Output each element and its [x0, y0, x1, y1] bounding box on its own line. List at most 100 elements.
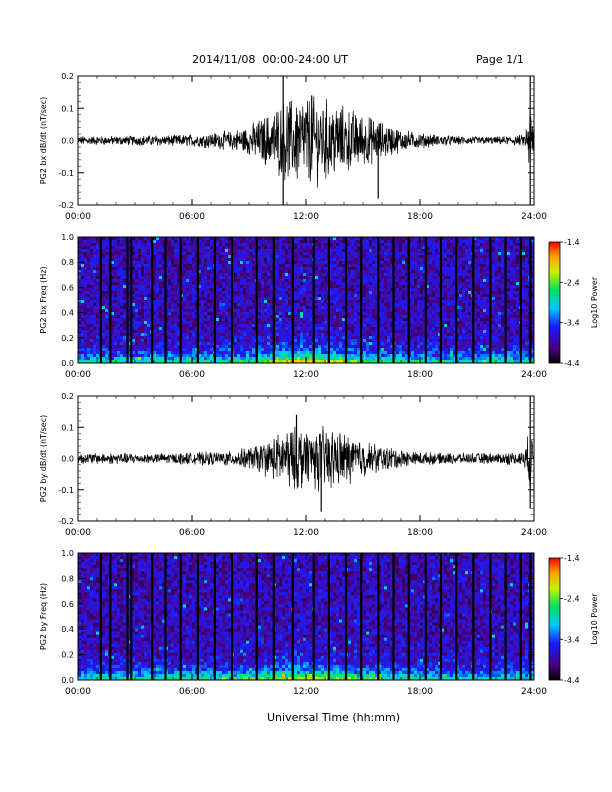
heat-cell — [237, 252, 241, 256]
heat-cell — [357, 309, 361, 313]
heat-cell — [225, 267, 229, 271]
heat-cell — [384, 360, 388, 364]
heat-cell — [237, 270, 241, 274]
heat-cell — [156, 312, 160, 316]
heat-cell — [132, 312, 136, 316]
heat-cell — [264, 282, 268, 286]
heat-cell — [162, 288, 166, 292]
heat-cell — [285, 285, 289, 289]
heat-cell — [261, 246, 265, 250]
heat-cell — [411, 243, 415, 247]
heat-cell — [375, 360, 379, 364]
heat-cell — [216, 336, 220, 340]
heat-cell — [324, 339, 328, 343]
heat-cell — [243, 273, 247, 277]
heat-cell — [366, 246, 370, 250]
heat-cell — [138, 348, 142, 352]
heat-cell — [216, 348, 220, 352]
heat-cell — [276, 252, 280, 256]
heat-cell — [309, 297, 313, 301]
heat-cell — [123, 291, 127, 295]
heat-cell — [165, 246, 169, 250]
heat-cell — [138, 351, 142, 355]
heat-cell — [396, 357, 400, 361]
heat-cell — [252, 303, 256, 307]
heat-cell — [135, 237, 139, 241]
heat-cell — [138, 318, 142, 322]
heat-cell — [372, 270, 376, 274]
heat-cell — [378, 324, 382, 328]
heat-cell — [261, 342, 265, 346]
heat-cell — [246, 321, 250, 325]
heat-cell — [417, 249, 421, 253]
heat-cell — [84, 357, 88, 361]
heat-cell — [111, 321, 115, 325]
heat-cell — [324, 261, 328, 265]
heat-cell — [318, 282, 322, 286]
heat-cell — [375, 264, 379, 268]
heat-cell — [297, 246, 301, 250]
heat-cell — [387, 279, 391, 283]
heat-cell — [405, 282, 409, 286]
heat-cell — [249, 357, 253, 361]
heat-cell — [237, 327, 241, 331]
heat-cell — [171, 321, 175, 325]
heat-cell — [330, 339, 334, 343]
heat-cell — [246, 300, 250, 304]
heat-cell — [78, 282, 82, 286]
heat-cell — [138, 258, 142, 262]
heat-cell — [348, 273, 352, 277]
heat-cell — [141, 282, 145, 286]
heat-cell — [261, 354, 265, 358]
heat-cell — [156, 342, 160, 346]
heat-cell — [189, 273, 193, 277]
heat-cell — [294, 345, 298, 349]
heat-cell — [90, 324, 94, 328]
heat-cell — [294, 282, 298, 286]
heat-cell — [183, 306, 187, 310]
heat-cell — [354, 333, 358, 337]
heat-cell — [237, 243, 241, 247]
heat-cell — [315, 261, 319, 265]
heat-cell — [339, 264, 343, 268]
heat-cell — [300, 339, 304, 343]
heat-cell — [351, 318, 355, 322]
heat-cell — [357, 273, 361, 277]
heat-cell — [222, 354, 226, 358]
heat-cell — [336, 282, 340, 286]
heat-cell — [174, 264, 178, 268]
heat-cell — [93, 288, 97, 292]
heat-cell — [375, 348, 379, 352]
heat-cell — [393, 282, 397, 286]
heat-cell — [234, 294, 238, 298]
heat-cell — [240, 354, 244, 358]
heat-cell — [219, 318, 223, 322]
heat-cell — [411, 354, 415, 358]
heat-cell — [300, 312, 304, 316]
heat-cell — [207, 333, 211, 337]
heat-cell — [111, 261, 115, 265]
heat-cell — [375, 255, 379, 259]
heat-cell — [420, 345, 424, 349]
heat-cell — [267, 246, 271, 250]
heat-cell — [258, 309, 262, 313]
heat-cell — [105, 300, 109, 304]
heat-cell — [198, 270, 202, 274]
heat-cell — [405, 252, 409, 256]
heat-cell — [183, 237, 187, 241]
heat-cell — [159, 357, 163, 361]
heat-cell — [411, 321, 415, 325]
heat-cell — [237, 333, 241, 337]
heat-cell — [399, 324, 403, 328]
heat-cell — [393, 291, 397, 295]
heat-cell — [240, 285, 244, 289]
heat-cell — [141, 270, 145, 274]
heat-cell — [351, 291, 355, 295]
heat-cell — [204, 318, 208, 322]
heat-cell — [378, 303, 382, 307]
heat-cell — [288, 345, 292, 349]
heat-cell — [297, 297, 301, 301]
heat-cell — [270, 243, 274, 247]
heat-cell — [87, 351, 91, 355]
heat-cell — [330, 345, 334, 349]
